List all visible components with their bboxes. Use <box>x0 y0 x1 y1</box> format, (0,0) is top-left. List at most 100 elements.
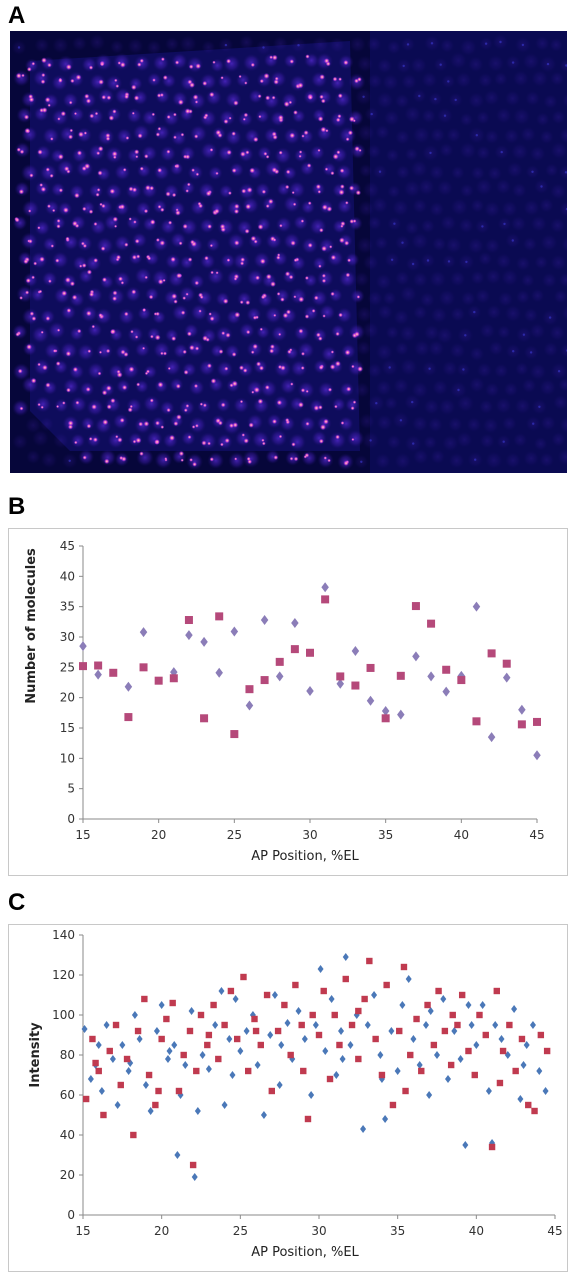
chart-c-series-2 <box>82 957 551 1169</box>
chart-b-point-square <box>275 657 284 666</box>
fluorescent-spot <box>194 100 199 104</box>
fluorescent-spot <box>265 204 270 209</box>
chart-c-x-tick-label: 20 <box>154 1224 169 1238</box>
nucleus <box>21 376 39 394</box>
nucleus <box>449 51 468 70</box>
fluorescent-spot <box>177 99 184 106</box>
fluorescent-spot <box>55 361 61 366</box>
fluorescent-spot <box>85 386 91 392</box>
nucleus <box>386 40 401 55</box>
nucleus <box>34 37 50 53</box>
fluorescent-spot <box>81 166 87 171</box>
nucleus <box>146 430 163 448</box>
fluorescent-spot <box>122 167 127 172</box>
chart-c-point-diamond <box>271 991 278 999</box>
fluorescent-spot <box>313 405 320 411</box>
fluorescent-spot <box>180 310 186 316</box>
nucleus <box>167 270 185 288</box>
fluorescent-spot <box>279 223 283 228</box>
faint-spot <box>434 97 437 101</box>
chart-c-point-diamond <box>333 1071 340 1079</box>
fluorescent-spot <box>96 151 101 156</box>
chart-c-point-diamond <box>229 1071 236 1079</box>
fluorescent-spot <box>234 203 240 210</box>
nucleus <box>456 394 475 413</box>
chart-c-point-square <box>389 1101 397 1109</box>
nucleus <box>336 198 353 215</box>
chart-c-point-diamond <box>191 1173 198 1181</box>
faint-spot <box>512 350 515 353</box>
chart-c-point-square <box>186 1027 194 1035</box>
fluorescent-spot <box>66 387 71 393</box>
fluorescent-spot <box>29 173 34 178</box>
chart-c-point-square <box>252 1027 260 1035</box>
nucleus <box>161 73 177 89</box>
fluorescent-spot <box>195 63 202 69</box>
nucleus <box>338 416 354 432</box>
nucleus <box>200 142 219 160</box>
nucleus <box>485 451 503 470</box>
fluorescent-spot <box>86 310 92 317</box>
fluorescent-spot <box>249 167 256 174</box>
fluorescent-spot <box>222 298 229 305</box>
nucleus <box>382 73 399 91</box>
nucleus <box>400 73 418 90</box>
fluorescent-spot <box>277 114 284 121</box>
nucleus <box>224 343 240 360</box>
chart-b-point-square <box>472 717 481 726</box>
fluorescent-spot <box>106 95 112 101</box>
chart-b-point-diamond <box>487 732 496 743</box>
nucleus <box>183 323 199 339</box>
fluorescent-spot <box>55 258 60 263</box>
faint-spot <box>500 150 503 154</box>
fluorescent-spot <box>182 349 187 355</box>
chart-c-point-square <box>123 1055 131 1063</box>
nucleus <box>488 340 504 356</box>
chart-c-point-square <box>274 1027 282 1035</box>
fluorescent-spot <box>180 132 185 137</box>
fluorescent-spot <box>199 402 204 406</box>
fluorescent-spot <box>327 458 331 463</box>
chart-c-point-diamond <box>218 987 225 995</box>
fluorescent-spot <box>120 349 126 355</box>
faint-spot <box>68 459 71 462</box>
fluorescent-spot <box>252 315 257 320</box>
nucleus <box>169 161 184 176</box>
fluorescent-spot <box>57 117 61 121</box>
nucleus <box>180 218 198 237</box>
fluorescent-spot <box>98 313 103 318</box>
chart-c-point-diamond <box>371 991 378 999</box>
fluorescent-spot <box>271 54 278 61</box>
fluorescent-spot <box>185 404 190 408</box>
fluorescent-spot <box>15 72 22 79</box>
faint-spot <box>362 95 365 99</box>
fluorescent-spot <box>183 369 189 375</box>
nucleus <box>338 126 357 145</box>
nucleus <box>43 342 61 360</box>
chart-c-point-diamond <box>221 1101 228 1109</box>
fluorescent-spot <box>355 190 361 196</box>
nucleus <box>495 107 512 124</box>
nucleus <box>552 394 567 411</box>
fluorescent-spot <box>98 350 103 354</box>
fluorescent-spot <box>192 461 198 467</box>
nucleus <box>559 416 567 434</box>
fluorescent-spot <box>15 332 20 337</box>
fluorescent-spot <box>234 240 240 246</box>
nucleus <box>44 200 60 216</box>
fluorescent-spot <box>27 239 31 243</box>
nucleus <box>553 289 567 304</box>
fluorescent-spot <box>190 239 195 245</box>
nucleus <box>460 291 476 307</box>
nucleus <box>126 107 143 124</box>
nucleus <box>514 397 531 415</box>
chart-c-point-diamond <box>511 1005 518 1013</box>
nucleus <box>478 251 493 266</box>
nucleus <box>504 90 521 107</box>
chart-c-point-square <box>331 1011 338 1019</box>
nucleus <box>210 58 225 73</box>
nucleus <box>237 146 254 163</box>
nucleus <box>112 52 131 71</box>
fluorescent-spot <box>220 442 224 447</box>
chart-b-y-tick-label: 45 <box>60 539 75 553</box>
